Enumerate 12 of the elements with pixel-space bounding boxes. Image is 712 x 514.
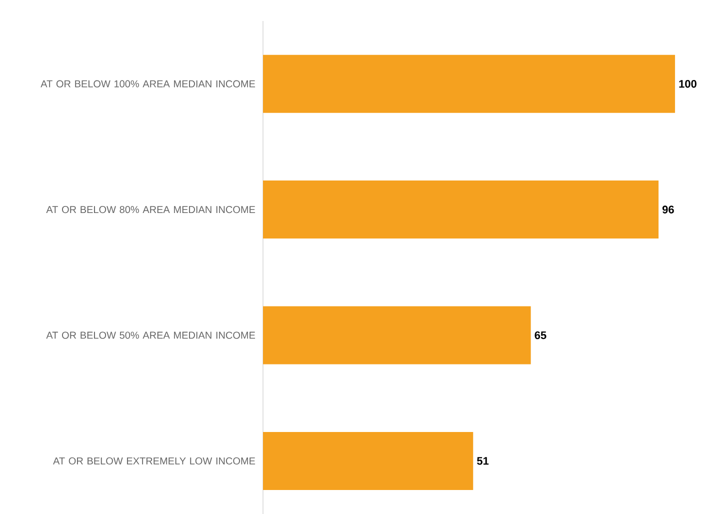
bar	[263, 306, 531, 364]
bar	[263, 432, 474, 490]
data-label: 100	[679, 80, 696, 88]
y-tick-label: AT OR BELOW 80% AREA MEDIAN INCOME	[46, 206, 256, 214]
bar	[263, 54, 676, 113]
y-tick-label: AT OR BELOW EXTREMELY LOW INCOME	[53, 457, 256, 464]
data-label: 65	[534, 331, 546, 340]
y-tick-label: AT OR BELOW 100% AREA MEDIAN INCOME	[40, 80, 256, 88]
data-label: 51	[477, 457, 489, 465]
y-tick-label: AT OR BELOW 50% AREA MEDIAN INCOME	[46, 332, 256, 339]
data-label: 96	[662, 206, 674, 214]
bar	[263, 180, 659, 239]
